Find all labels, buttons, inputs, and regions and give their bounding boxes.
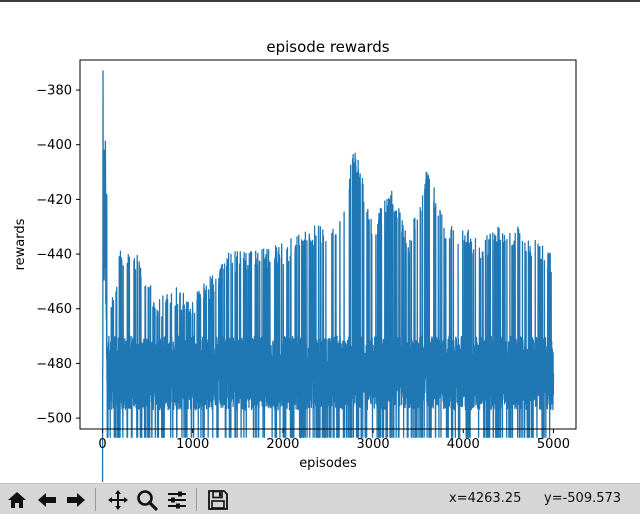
y-tick-label: −500 xyxy=(36,412,72,427)
toolbar-separator xyxy=(95,488,96,511)
toolbar-separator xyxy=(196,488,197,511)
navigation-toolbar: x=4263.25 y=-509.573 xyxy=(0,483,640,514)
zoom-button[interactable] xyxy=(133,486,161,513)
cursor-x-readout: x=4263.25 xyxy=(449,491,522,506)
x-axis-label: episodes xyxy=(299,456,357,471)
y-tick-label: −380 xyxy=(36,84,72,99)
pan-button[interactable] xyxy=(104,486,132,513)
pan-icon xyxy=(108,489,128,510)
window-top-border xyxy=(0,0,640,2)
configure-subplots-button[interactable] xyxy=(163,486,191,513)
back-button[interactable] xyxy=(33,486,61,513)
save-button[interactable] xyxy=(204,486,232,513)
y-tick-label: −480 xyxy=(36,357,72,372)
axes-frame xyxy=(79,59,577,430)
home-button[interactable] xyxy=(3,486,31,513)
x-tick-label: 1000 xyxy=(176,437,209,452)
y-tick-label: −440 xyxy=(36,248,72,263)
x-tick-label: 2000 xyxy=(266,437,299,452)
y-tick-label: −400 xyxy=(36,138,72,153)
forward-arrow-icon xyxy=(67,492,85,507)
x-tick-label: 3000 xyxy=(357,437,390,452)
forward-button[interactable] xyxy=(62,486,90,513)
x-tick-label: 4000 xyxy=(447,437,480,452)
y-tick-label: −460 xyxy=(36,302,72,317)
y-axis-label: rewards xyxy=(13,218,28,270)
cursor-y-readout: y=-509.573 xyxy=(544,491,622,506)
x-tick-label: 5000 xyxy=(537,437,570,452)
save-icon xyxy=(208,489,228,510)
back-arrow-icon xyxy=(38,492,56,507)
home-icon xyxy=(8,491,26,508)
x-tick-label: 0 xyxy=(98,437,106,452)
figure-canvas[interactable]: 0 1000 2000 3000 4000 5000 −380 −400 −420 −440 −46… xyxy=(0,2,640,482)
configure-subplots-icon xyxy=(168,491,186,508)
series-line-rewards xyxy=(101,70,555,482)
chart-title: episode rewards xyxy=(266,38,389,56)
y-tick-label: −420 xyxy=(36,193,72,208)
zoom-icon xyxy=(137,489,158,511)
